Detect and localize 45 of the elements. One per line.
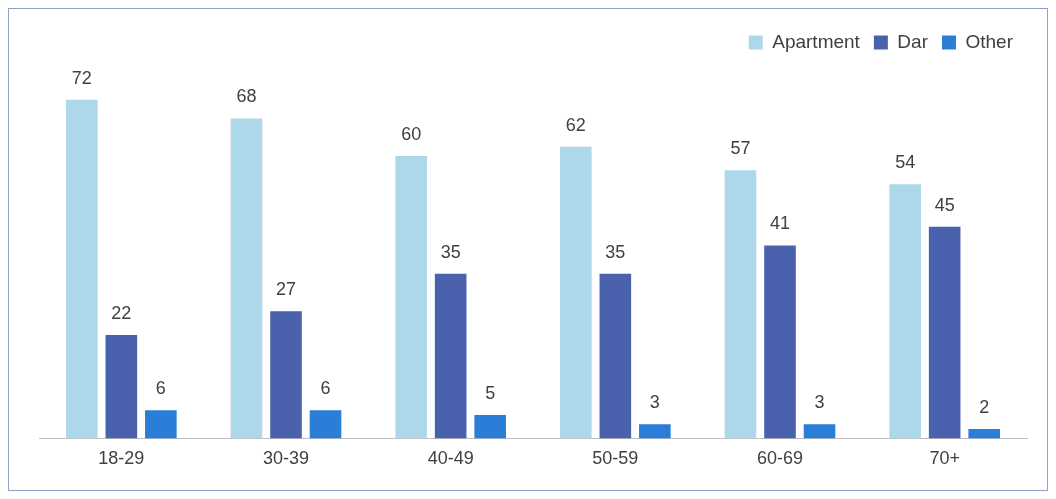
bar (309, 410, 342, 439)
x-tick-label: 30-39 (262, 448, 310, 469)
bar (560, 146, 592, 439)
legend-label: Dar (897, 30, 929, 52)
data-label: 54 (895, 152, 916, 173)
data-label: 27 (275, 279, 297, 300)
data-label: 2 (979, 396, 990, 417)
data-label: 3 (814, 392, 825, 413)
x-tick-label: 60-69 (756, 448, 804, 469)
data-label: 5 (485, 382, 496, 403)
data-label: 60 (401, 124, 422, 145)
bar (889, 184, 921, 439)
data-label: 3 (649, 392, 660, 413)
x-tick-label: 18-29 (98, 448, 145, 469)
x-tick-label: 50-59 (592, 448, 639, 469)
bar (724, 170, 757, 439)
data-label: 35 (440, 241, 461, 262)
bar (764, 245, 796, 439)
bar (230, 118, 263, 439)
data-label: 68 (236, 86, 257, 107)
bar (968, 428, 1000, 439)
data-label: 35 (605, 241, 626, 262)
legend-label: Apartment (772, 30, 861, 52)
bar (395, 156, 427, 439)
data-label: 62 (565, 114, 586, 135)
data-label: 72 (71, 67, 92, 88)
bar (474, 414, 506, 439)
bar (105, 334, 138, 439)
bar (803, 424, 836, 439)
bar (66, 99, 98, 439)
bar (145, 410, 177, 439)
x-tick-label: 40-49 (427, 448, 474, 469)
data-label: 45 (934, 194, 955, 215)
bar (434, 273, 467, 439)
data-label: 41 (769, 213, 791, 234)
data-label: 6 (155, 378, 166, 399)
bar (928, 226, 961, 439)
data-label: 22 (111, 302, 132, 323)
data-label: 57 (730, 138, 751, 159)
x-tick-label: 70+ (929, 448, 960, 469)
bar (639, 424, 671, 439)
bar (270, 311, 302, 439)
bar (599, 273, 632, 439)
legend-label: Other (965, 30, 1014, 52)
data-label: 6 (320, 378, 331, 399)
